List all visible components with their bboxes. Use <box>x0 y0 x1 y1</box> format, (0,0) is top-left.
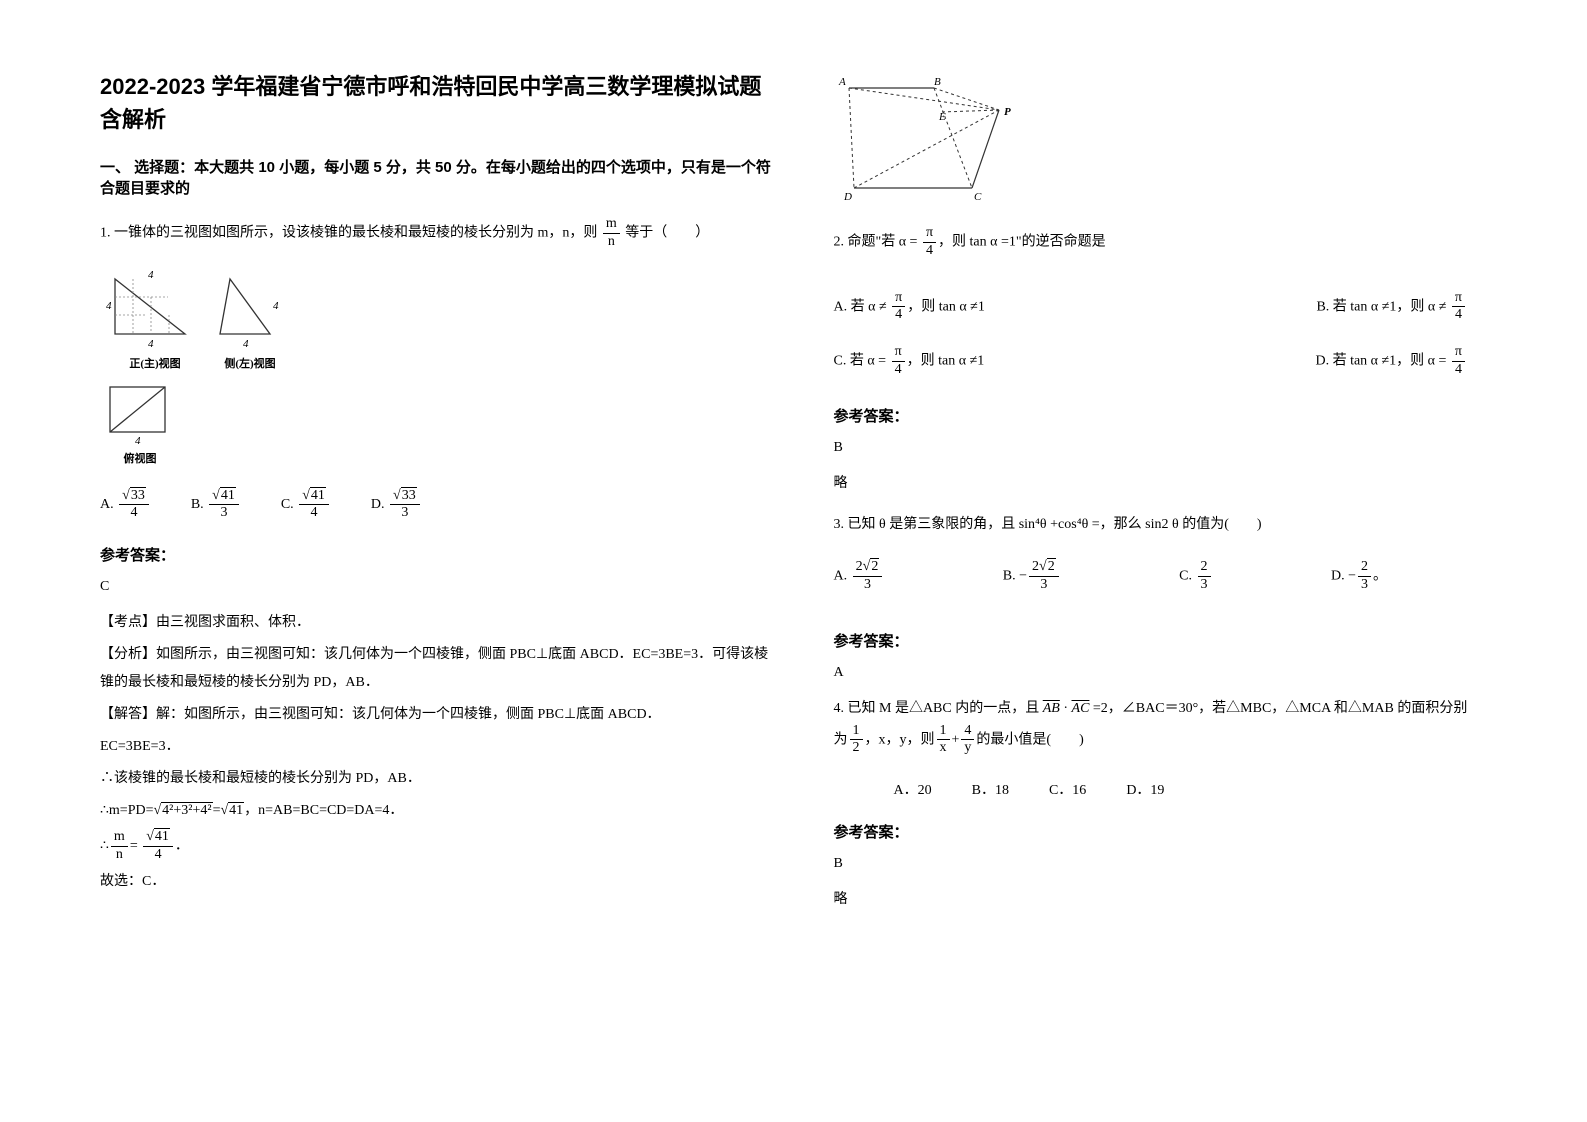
q1-sol-l7: ∴mn= 414． <box>100 829 774 864</box>
q4-choice-a: A．20 <box>894 779 932 799</box>
svg-text:4: 4 <box>148 338 154 350</box>
q4-choices: A．20 B．18 C．16 D．19 <box>834 779 1508 799</box>
q1-choices: A. 334 B. 413 C. 414 D. 333 <box>100 488 774 523</box>
section-header: 一、 选择题：本大题共 10 小题，每小题 5 分，共 50 分。在每小题给出的… <box>100 156 774 198</box>
side-view-svg: 4 4 <box>210 269 290 359</box>
front-view-label: 正(主)视图 <box>100 355 210 371</box>
q2-answer-header: 参考答案： <box>834 405 1508 426</box>
svg-text:4: 4 <box>148 269 154 281</box>
q1-threeview: 4 4 4 4 4 正(主)视图 侧(左)视图 4 俯视图 <box>100 269 774 466</box>
q4-choice-d: D．19 <box>1126 779 1164 799</box>
q1-choice-a: A. 334 <box>100 488 151 523</box>
q1-answer: C <box>100 579 774 595</box>
top-view-svg: 4 <box>100 377 180 447</box>
q1-stem-prefix: 1. 一锥体的三视图如图所示，设该棱锥的最长棱和最短棱的棱长分别为 m，n，则 <box>100 226 597 241</box>
q4-choice-b: B．18 <box>972 779 1009 799</box>
q1-sol-l3: 【解答】解：如图所示，由三视图可知：该几何体为一个四棱锥，侧面 PBC⊥底面 A… <box>100 701 774 729</box>
right-column: A B P E D C 2. 命题"若 α = π4，则 tan α =1"的逆… <box>804 70 1508 1082</box>
svg-text:4: 4 <box>106 300 112 312</box>
q1-sol-l6: ∴m=PD=4²+3²+4²=41，n=AB=BC=CD=DA=4． <box>100 797 774 825</box>
q1-sol-l2: 【分析】如图所示，由三视图可知：该几何体为一个四棱锥，侧面 PBC⊥底面 ABC… <box>100 641 774 697</box>
svg-text:C: C <box>974 191 982 203</box>
svg-text:4: 4 <box>135 435 141 447</box>
q3-answer-header: 参考答案： <box>834 630 1508 651</box>
q3-stem: 3. 已知 θ 是第三象限的角，且 sin⁴θ +cos⁴θ =，那么 sin2… <box>834 512 1508 537</box>
q4-answer: B <box>834 856 1508 872</box>
q4-answer-header: 参考答案： <box>834 821 1508 842</box>
q2-row1: A. 若 α ≠ π4，则 tan α ≠1 B. 若 tan α ≠1，则 α… <box>834 290 1508 325</box>
q1-sol-l4: EC=3BE=3． <box>100 733 774 761</box>
svg-text:P: P <box>1004 106 1011 118</box>
q3-answer: A <box>834 665 1508 681</box>
q3-choice-d: D. −23。 <box>1331 559 1387 594</box>
q3-choice-a: A. 223 <box>834 559 885 594</box>
q2-choice-c: C. 若 α = π4，则 tan α ≠1 <box>834 344 985 379</box>
q2-sol-omit: 略 <box>834 470 1508 498</box>
q1-sol-l5: ∴该棱锥的最长棱和最短棱的棱长分别为 PD，AB． <box>100 765 774 793</box>
q4-sol-omit: 略 <box>834 886 1508 914</box>
q4-stem: 4. 已知 M 是△ABC 内的一点，且 AB · AC =2，∠BAC＝30°… <box>834 695 1508 758</box>
q1-choice-c: C. 414 <box>281 488 331 523</box>
q2-choice-a: A. 若 α ≠ π4，则 tan α ≠1 <box>834 290 985 325</box>
q4-choice-c: C．16 <box>1049 779 1086 799</box>
svg-text:4: 4 <box>243 338 249 350</box>
q2-answer: B <box>834 440 1508 456</box>
q1-choice-d: D. 333 <box>371 488 422 523</box>
svg-text:D: D <box>843 191 852 203</box>
q1-geometry-diagram: A B P E D C <box>834 70 1508 215</box>
q2-row2: C. 若 α = π4，则 tan α ≠1 D. 若 tan α ≠1，则 α… <box>834 344 1508 379</box>
q3-choices: A. 223 B. −223 C. 23 D. −23。 <box>834 559 1508 594</box>
svg-text:A: A <box>838 76 846 88</box>
q1-stem-frac: m n <box>603 216 620 251</box>
q1-stem: 1. 一锥体的三视图如图所示，设该棱锥的最长棱和最短棱的棱长分别为 m，n，则 … <box>100 216 774 251</box>
q1-sol-l8: 故选：C． <box>100 868 774 896</box>
q2-stem: 2. 命题"若 α = π4，则 tan α =1"的逆否命题是 <box>834 225 1508 260</box>
q1-answer-header: 参考答案： <box>100 544 774 565</box>
q1-choice-b: B. 413 <box>191 488 241 523</box>
svg-text:B: B <box>934 76 941 88</box>
q2-choice-b: B. 若 tan α ≠1，则 α ≠ π4 <box>1316 290 1467 325</box>
left-column: 2022-2023 学年福建省宁德市呼和浩特回民中学高三数学理模拟试题含解析 一… <box>100 70 804 1082</box>
page-title: 2022-2023 学年福建省宁德市呼和浩特回民中学高三数学理模拟试题含解析 <box>100 70 774 136</box>
q3-choice-c: C. 23 <box>1179 559 1212 594</box>
q1-sol-l1: 【考点】由三视图求面积、体积． <box>100 609 774 637</box>
q2-choice-d: D. 若 tan α ≠1，则 α = π4 <box>1315 344 1467 379</box>
side-view-label: 侧(左)视图 <box>210 355 290 371</box>
q3-choice-b: B. −223 <box>1003 559 1061 594</box>
svg-text:4: 4 <box>273 300 279 312</box>
top-view-label: 俯视图 <box>100 450 180 466</box>
q1-stem-suffix: 等于（ ） <box>625 226 709 241</box>
front-view-svg: 4 4 4 <box>100 269 210 359</box>
